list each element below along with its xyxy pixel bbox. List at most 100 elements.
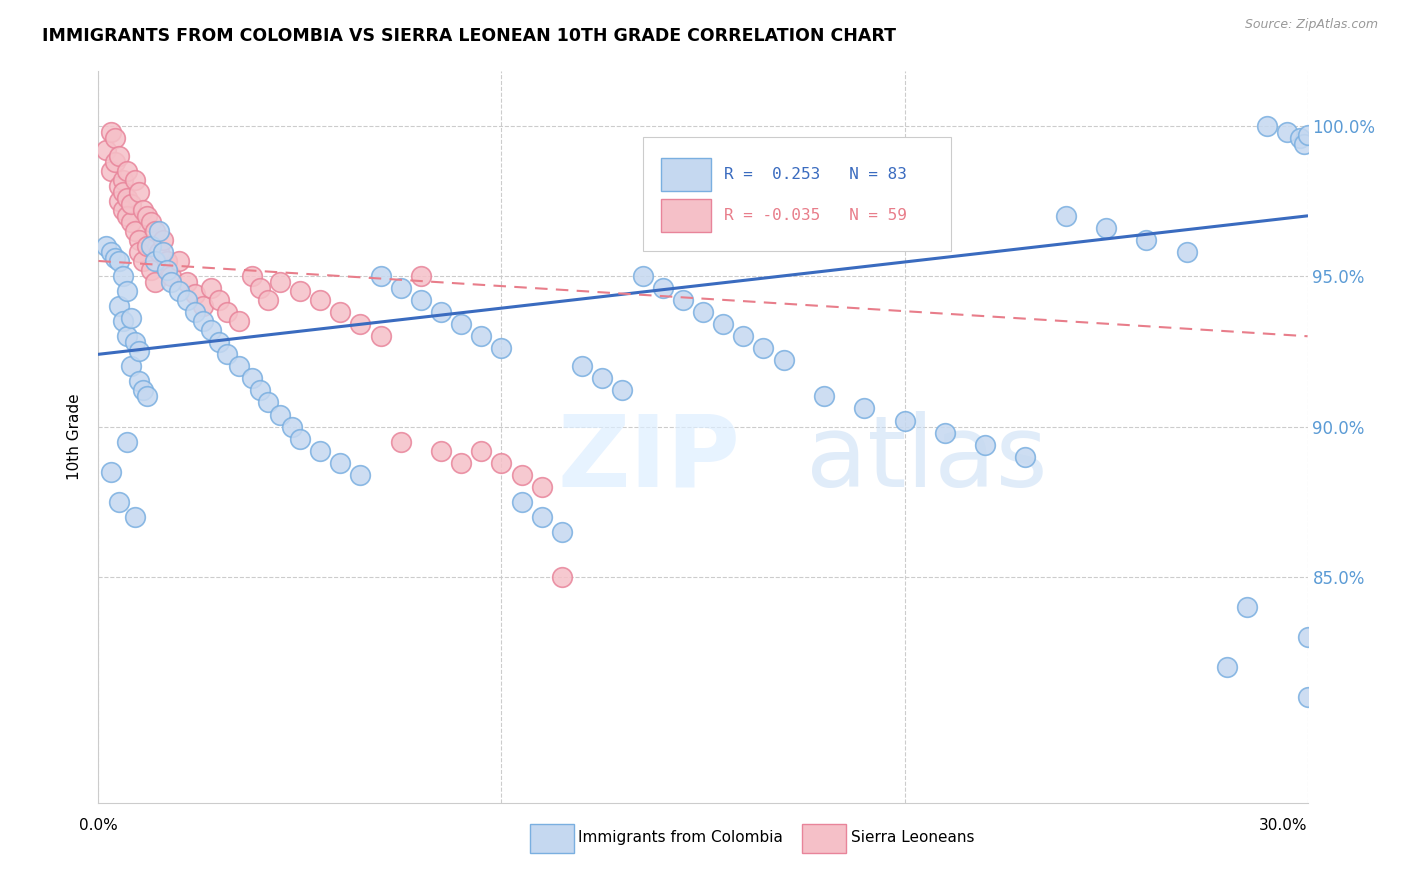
Point — [176, 275, 198, 289]
Point — [152, 233, 174, 247]
Point — [1296, 630, 1319, 644]
Point — [115, 209, 138, 223]
Text: Sierra Leoneans: Sierra Leoneans — [851, 830, 974, 846]
Point — [103, 130, 125, 145]
Point — [1236, 600, 1258, 615]
Point — [115, 284, 138, 298]
Point — [107, 178, 129, 193]
Point — [530, 509, 553, 524]
Point — [1054, 209, 1077, 223]
Point — [193, 314, 215, 328]
Point — [167, 254, 190, 268]
Point — [100, 124, 122, 138]
Point — [184, 305, 207, 319]
Point — [152, 244, 174, 259]
Point — [135, 389, 157, 403]
Point — [228, 359, 250, 374]
Point — [124, 335, 146, 350]
Point — [309, 293, 332, 307]
Point — [772, 353, 794, 368]
Point — [470, 329, 492, 343]
Point — [240, 371, 263, 385]
Point — [139, 239, 162, 253]
Point — [100, 465, 122, 479]
Point — [853, 401, 876, 416]
Point — [256, 395, 278, 409]
Point — [281, 419, 304, 434]
Point — [1216, 660, 1239, 674]
Point — [631, 268, 654, 283]
Point — [1292, 136, 1315, 151]
Point — [96, 143, 118, 157]
Point — [249, 281, 271, 295]
Point — [184, 287, 207, 301]
Point — [1014, 450, 1036, 464]
Point — [103, 251, 125, 265]
Point — [135, 209, 157, 223]
Point — [470, 443, 492, 458]
Point — [120, 311, 142, 326]
Point — [128, 244, 150, 259]
Point — [139, 263, 162, 277]
Point — [208, 293, 231, 307]
Point — [156, 263, 179, 277]
Point — [148, 224, 170, 238]
Point — [256, 293, 278, 307]
Point — [96, 239, 118, 253]
Point — [893, 413, 915, 427]
Text: R =  0.253   N = 83: R = 0.253 N = 83 — [724, 167, 907, 182]
Point — [160, 268, 183, 283]
Point — [430, 305, 453, 319]
Point — [107, 194, 129, 208]
Point — [530, 480, 553, 494]
Point — [510, 467, 533, 482]
Point — [491, 456, 513, 470]
Point — [349, 317, 371, 331]
Text: IMMIGRANTS FROM COLOMBIA VS SIERRA LEONEAN 10TH GRADE CORRELATION CHART: IMMIGRANTS FROM COLOMBIA VS SIERRA LEONE… — [42, 27, 896, 45]
Point — [167, 284, 190, 298]
Point — [143, 224, 166, 238]
Point — [329, 456, 352, 470]
Point — [111, 202, 134, 217]
Point — [450, 456, 472, 470]
Point — [135, 239, 157, 253]
Point — [409, 293, 432, 307]
Point — [430, 443, 453, 458]
Point — [143, 275, 166, 289]
Point — [370, 329, 392, 343]
Point — [228, 314, 250, 328]
FancyBboxPatch shape — [661, 199, 711, 232]
FancyBboxPatch shape — [803, 824, 845, 853]
Point — [974, 437, 997, 451]
Text: Immigrants from Colombia: Immigrants from Colombia — [578, 830, 783, 846]
Point — [156, 254, 179, 268]
Point — [115, 434, 138, 449]
Point — [1277, 124, 1299, 138]
Point — [389, 281, 412, 295]
Point — [450, 317, 472, 331]
Point — [208, 335, 231, 350]
Point — [1175, 244, 1198, 259]
Point — [128, 233, 150, 247]
Point — [111, 268, 134, 283]
Point — [107, 299, 129, 313]
Point — [148, 244, 170, 259]
Point — [217, 347, 239, 361]
Text: R = -0.035   N = 59: R = -0.035 N = 59 — [724, 208, 907, 223]
FancyBboxPatch shape — [661, 158, 711, 191]
Point — [491, 341, 513, 355]
Point — [160, 275, 183, 289]
Point — [115, 329, 138, 343]
Point — [409, 268, 432, 283]
Y-axis label: 10th Grade: 10th Grade — [67, 393, 83, 481]
Point — [111, 172, 134, 186]
Point — [143, 254, 166, 268]
Point — [139, 215, 162, 229]
Point — [370, 268, 392, 283]
Point — [510, 495, 533, 509]
Point — [176, 293, 198, 307]
Point — [132, 202, 155, 217]
Point — [100, 244, 122, 259]
Point — [651, 281, 673, 295]
Point — [269, 408, 291, 422]
